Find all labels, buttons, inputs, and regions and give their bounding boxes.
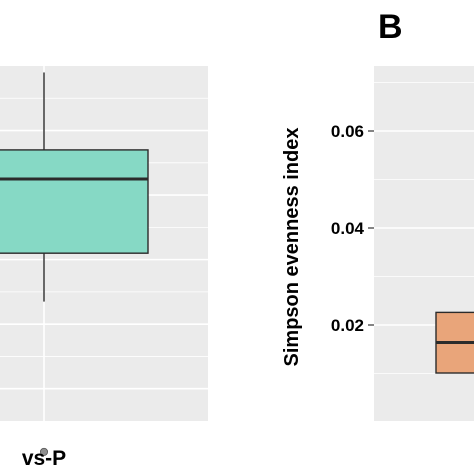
- y-tick-label: 0.06: [331, 122, 364, 141]
- panel-b: B Simpson evenness index 0.02 0.04 0.06: [281, 8, 474, 421]
- y-axis-ticks: 0.02 0.04 0.06: [331, 122, 374, 335]
- panel-b-gridlines: [374, 82, 474, 374]
- left-box-iqr: [0, 149, 149, 254]
- y-axis-title: Simpson evenness index: [281, 128, 303, 367]
- y-tick-label: 0.04: [331, 219, 365, 238]
- y-tick-label: 0.02: [331, 316, 364, 335]
- panel-b-boxplot: [435, 311, 474, 374]
- left-boxplot: [0, 72, 149, 456]
- left-outlier-point: [40, 447, 49, 456]
- left-panel: vs-P: [0, 66, 208, 470]
- panel-letter-b: B: [378, 8, 403, 46]
- category-label-vs-p: vs-P: [22, 447, 66, 470]
